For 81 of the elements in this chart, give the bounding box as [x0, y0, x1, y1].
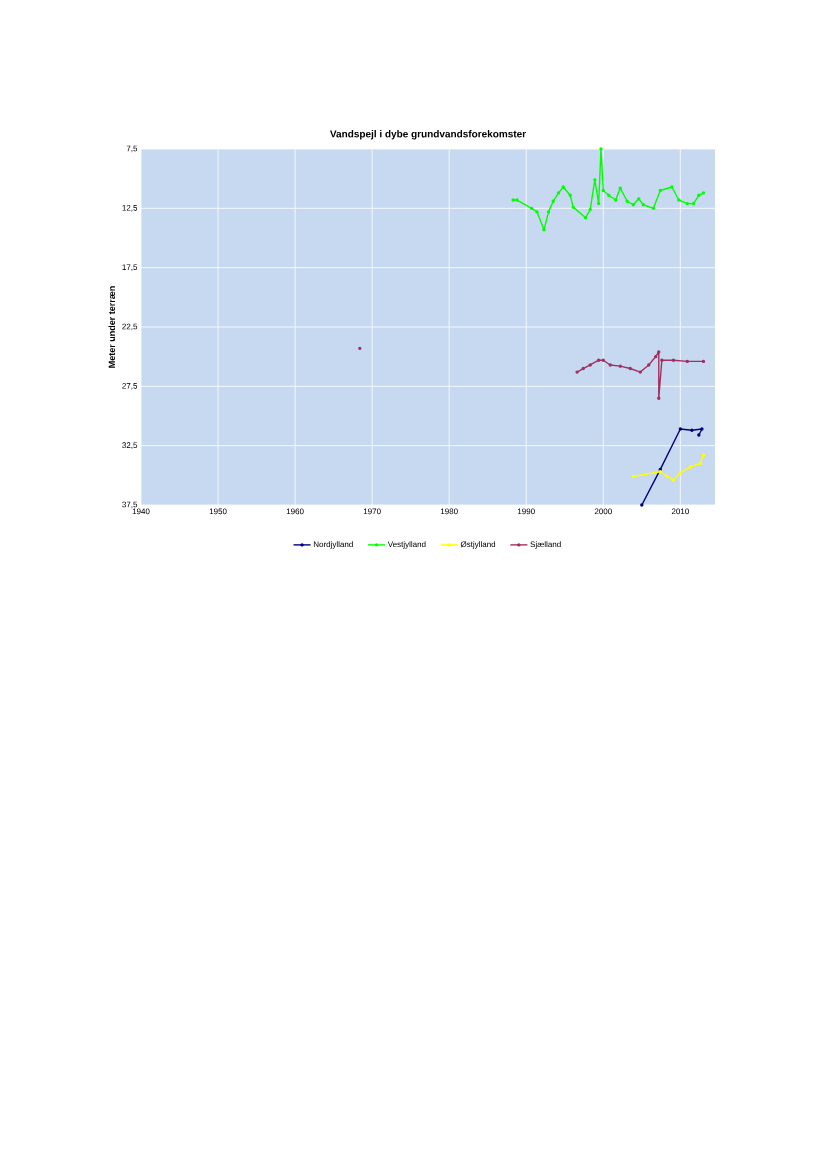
- point: [618, 186, 622, 190]
- x-tick-label: 2000: [594, 508, 612, 515]
- point: [638, 370, 642, 374]
- x-tick-label: 2010: [671, 508, 689, 515]
- point: [658, 188, 663, 193]
- x-tick-label: 1990: [517, 508, 535, 515]
- point: [618, 364, 622, 368]
- point: [651, 206, 656, 211]
- point: [641, 203, 646, 207]
- point: [697, 193, 701, 197]
- y-tick-label: 7,5: [126, 145, 138, 153]
- point: [685, 201, 689, 206]
- point: [556, 191, 561, 195]
- point: [691, 201, 696, 206]
- point: [608, 363, 612, 367]
- point: [511, 198, 515, 202]
- point: [596, 201, 601, 206]
- point: [678, 427, 683, 431]
- point: [575, 370, 579, 374]
- point: [625, 199, 629, 203]
- x-tick-label: 1950: [209, 508, 227, 515]
- point: [515, 198, 519, 202]
- legend-label: Østjylland: [460, 541, 496, 549]
- y-tick-label: 17,5: [122, 264, 138, 271]
- point: [535, 210, 539, 214]
- point: [647, 363, 651, 367]
- point: [551, 199, 555, 203]
- point: [631, 474, 636, 479]
- x-tick-label: 1980: [440, 508, 458, 515]
- y-tick-label: 22,5: [122, 323, 138, 331]
- point: [601, 358, 605, 362]
- point: [542, 227, 546, 232]
- point: [581, 366, 585, 371]
- point: [561, 185, 565, 189]
- point: [358, 346, 362, 351]
- point: [657, 396, 661, 400]
- point: [596, 358, 601, 362]
- point: [665, 474, 669, 479]
- point: [701, 191, 706, 195]
- point: [606, 193, 611, 197]
- point: [685, 359, 689, 364]
- point: [588, 207, 592, 212]
- point: [613, 198, 618, 202]
- point: [529, 206, 534, 211]
- point: [660, 358, 664, 362]
- point: [671, 478, 676, 482]
- legend-label: Sjælland: [530, 541, 561, 549]
- point: [571, 205, 575, 209]
- point: [690, 428, 694, 432]
- y-tick-label: 32,5: [122, 442, 138, 449]
- y-axis-title: Meter under terræn: [108, 286, 116, 368]
- point: [583, 216, 588, 220]
- legend-label: Nordjylland: [313, 541, 353, 549]
- point: [677, 198, 681, 202]
- x-tick-label: 1970: [363, 508, 381, 515]
- point: [568, 193, 572, 197]
- point: [670, 185, 674, 189]
- point: [588, 363, 592, 367]
- legend-label: Vestjylland: [387, 541, 426, 549]
- point: [546, 210, 551, 214]
- point: [700, 427, 704, 431]
- x-tick-label: 1940: [132, 508, 150, 515]
- point: [697, 433, 701, 437]
- point: [671, 358, 676, 362]
- point: [601, 188, 605, 193]
- point: [637, 197, 641, 201]
- y-tick-label: 12,5: [122, 205, 138, 212]
- point: [701, 359, 706, 364]
- point: [628, 366, 632, 371]
- x-tick-label: 1960: [286, 508, 304, 515]
- point: [653, 354, 658, 359]
- point: [599, 147, 603, 151]
- y-tick-label: 37,5: [122, 501, 138, 509]
- point: [688, 465, 693, 469]
- chart-title: Vandspejl i dybe grundvandsforekomster: [329, 130, 526, 140]
- point: [640, 503, 644, 507]
- point: [678, 471, 683, 475]
- point: [698, 461, 703, 466]
- y-tick-label: 27,5: [122, 383, 138, 390]
- point: [657, 350, 661, 354]
- point: [631, 203, 636, 207]
